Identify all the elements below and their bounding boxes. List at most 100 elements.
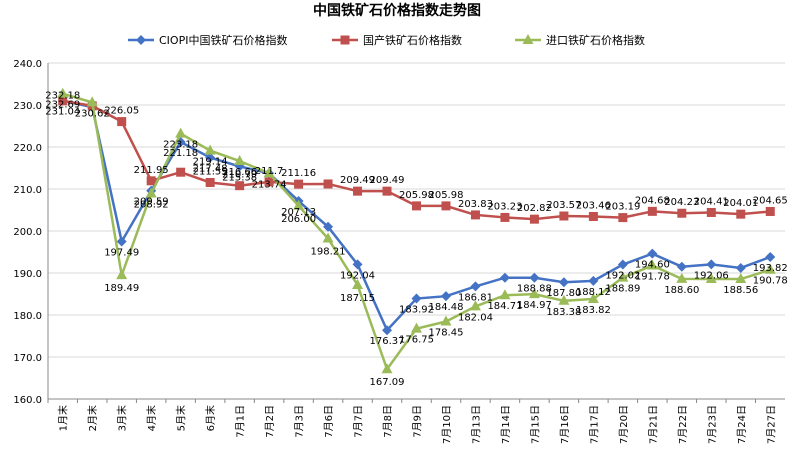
triangle-marker xyxy=(57,87,69,98)
square-marker xyxy=(588,211,598,221)
data-label: 183.38 xyxy=(546,307,581,318)
data-label: 209.49 xyxy=(340,175,375,186)
x-tick-label: 6月末 xyxy=(204,405,217,431)
data-label: 211.95 xyxy=(134,165,169,176)
data-label: 206.00 xyxy=(281,214,316,225)
triangle-marker xyxy=(676,272,688,283)
legend-label: 进口铁矿石价格指数 xyxy=(546,33,645,47)
plot-area xyxy=(57,87,776,374)
x-tick-label: 7月23日 xyxy=(706,405,718,444)
data-label: 219.14 xyxy=(193,157,228,168)
y-tick-label: 240.0 xyxy=(13,59,42,70)
data-label: 193.82 xyxy=(753,263,788,274)
diamond-marker xyxy=(588,275,599,286)
data-label: 191.78 xyxy=(635,272,670,283)
legend-label: 国产铁矿石价格指数 xyxy=(363,33,462,47)
triangle-marker xyxy=(735,273,747,284)
x-tick-label: 7月14日 xyxy=(500,405,512,444)
data-label: 203.83 xyxy=(458,199,493,210)
x-tick-label: 3月末 xyxy=(116,405,129,431)
data-label: 221.18 xyxy=(163,148,198,159)
data-label: 192.04 xyxy=(340,270,375,281)
data-label: 198.21 xyxy=(311,247,346,258)
triangle-marker xyxy=(705,273,717,284)
square-marker xyxy=(618,213,628,223)
data-label: 211.7 xyxy=(255,166,284,177)
data-label: 203.57 xyxy=(546,200,581,211)
data-label: 208.92 xyxy=(134,200,169,211)
square-marker xyxy=(677,208,687,218)
data-label: 204.68 xyxy=(635,195,670,206)
triangle-marker xyxy=(499,289,511,300)
x-tick-label: 7月1日 xyxy=(235,405,247,438)
triangle-marker xyxy=(522,34,534,44)
diamond-marker xyxy=(706,259,717,270)
data-label: 188.56 xyxy=(723,285,758,296)
triangle-marker xyxy=(175,127,187,138)
gridlines xyxy=(48,62,785,400)
square-marker xyxy=(470,210,480,220)
diamond-marker xyxy=(116,236,127,247)
triangle-marker xyxy=(646,259,658,270)
data-label: 205.98 xyxy=(428,190,463,201)
square-marker xyxy=(117,117,127,127)
triangle-marker xyxy=(116,269,128,280)
y-tick-label: 180.0 xyxy=(13,311,42,322)
data-label: 192.06 xyxy=(694,270,729,281)
x-tick-label: 7月27日 xyxy=(765,405,777,444)
x-tick-label: 7月13日 xyxy=(470,405,482,444)
data-label: 188.60 xyxy=(664,285,699,296)
x-tick-label: 7月9日 xyxy=(412,405,424,438)
data-label: 203.19 xyxy=(605,202,640,213)
chart-title: 中国铁矿石价格指数走势图 xyxy=(313,2,481,19)
diamond-marker xyxy=(735,262,746,273)
diamond-marker xyxy=(411,293,422,304)
data-label: 197.49 xyxy=(104,248,139,259)
x-tick-label: 7月2日 xyxy=(264,405,276,438)
diamond-marker xyxy=(499,272,510,283)
data-label: 205.98 xyxy=(399,190,434,201)
data-label: 182.04 xyxy=(458,312,493,323)
x-tick-label: 7月7日 xyxy=(353,405,365,438)
series-2 xyxy=(58,96,775,224)
x-tick-label: 7月21日 xyxy=(647,405,659,444)
x-tick-label: 7月8日 xyxy=(382,405,394,438)
diamond-marker xyxy=(440,291,451,302)
x-axis: 1月末 2月末 3月末 4月末 5月末 6月末 7月1日 7月2日 7月3日 7月6日 7月7日 7月… xyxy=(47,398,785,444)
diamond-marker xyxy=(382,325,393,336)
data-label: 211.55 xyxy=(193,166,228,177)
data-label: 176.75 xyxy=(399,335,434,346)
triangle-marker xyxy=(528,288,540,299)
data-label: 188.12 xyxy=(576,287,611,298)
data-label: 184.97 xyxy=(517,300,552,311)
triangle-marker xyxy=(86,96,98,107)
y-tick-label: 200.0 xyxy=(13,227,42,238)
series-3 xyxy=(57,87,776,374)
x-tick-label: 1月末 xyxy=(57,405,70,431)
triangle-marker xyxy=(469,300,481,311)
data-label: 216.66 xyxy=(222,167,257,178)
y-tick-label: 220.0 xyxy=(13,143,42,154)
square-marker xyxy=(412,201,421,211)
triangle-marker xyxy=(145,187,157,198)
data-label: 187.15 xyxy=(340,293,375,304)
square-marker xyxy=(706,207,716,217)
x-tick-label: 7月15日 xyxy=(529,405,541,444)
x-tick-label: 7月20日 xyxy=(618,405,630,444)
y-tick-label: 190.0 xyxy=(13,269,42,280)
data-label: 183.92 xyxy=(399,305,434,316)
data-label: 204.01 xyxy=(723,198,758,209)
diamond-marker xyxy=(470,281,481,292)
data-label: 183.82 xyxy=(576,305,611,316)
data-label: 215.38 xyxy=(222,172,257,183)
square-marker xyxy=(441,201,451,211)
square-marker xyxy=(235,181,245,191)
data-label: 232.18 xyxy=(45,91,80,102)
triangle-marker xyxy=(263,167,275,178)
y-axis: 160.0 170.0 180.0 190.0 200.0 210.0 220.0 230.0… xyxy=(13,59,49,406)
diamond-marker xyxy=(558,277,569,288)
diamond-marker xyxy=(676,261,687,272)
legend-label: CIOPI中国铁矿石价格指数 xyxy=(159,33,287,47)
data-label: 226.05 xyxy=(104,106,139,117)
